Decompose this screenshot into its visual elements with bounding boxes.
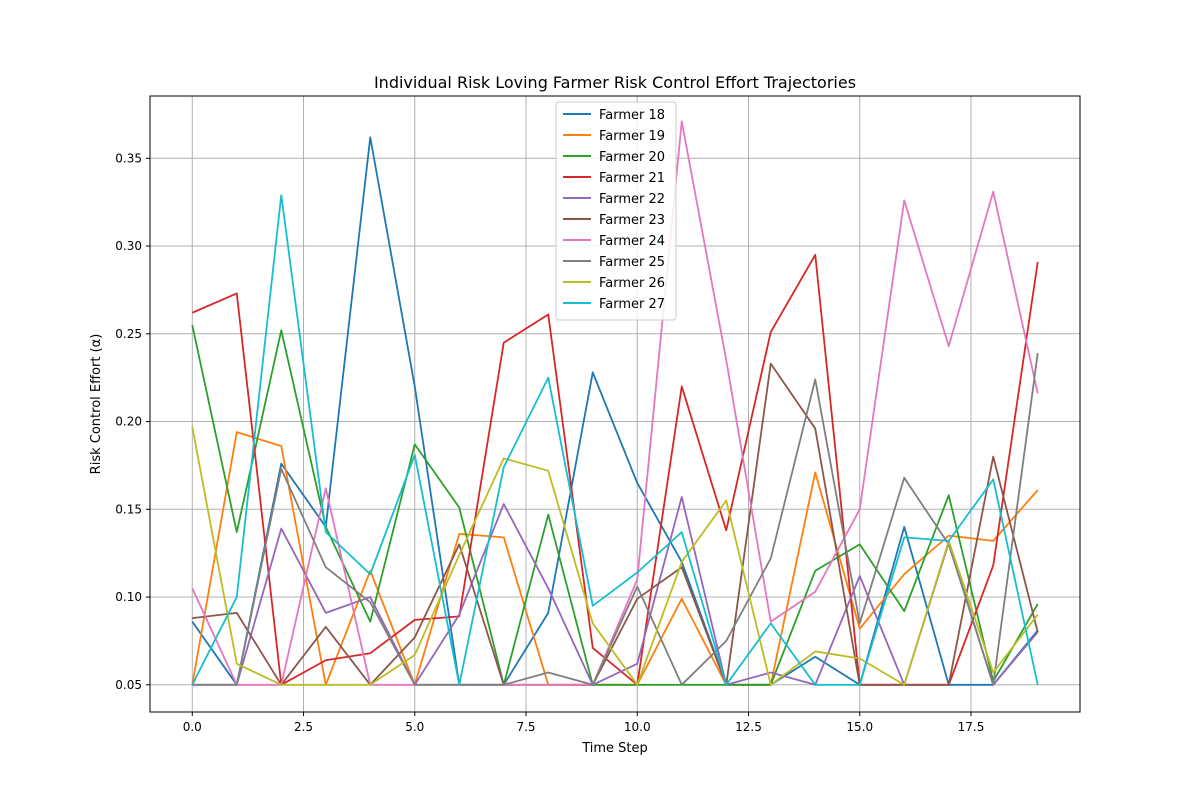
legend-label: Farmer 19 <box>599 129 665 144</box>
y-tick-label: 0.15 <box>115 502 142 516</box>
series-line-farmer-22 <box>192 496 1039 686</box>
y-tick-label: 0.20 <box>115 415 142 429</box>
x-tick-label: 17.5 <box>958 720 985 734</box>
legend-entry: Farmer 27 <box>563 297 665 312</box>
legend-entry: Farmer 23 <box>563 213 665 228</box>
legend-entry: Farmer 21 <box>563 171 665 186</box>
legend-entry: Farmer 25 <box>563 255 665 270</box>
legend-label: Farmer 24 <box>599 234 665 249</box>
legend: Farmer 18 Farmer 19 Farmer 20 Farmer 21 Farm… <box>555 101 677 321</box>
series-line-farmer-18 <box>191 136 1039 686</box>
x-axis-label: Time Step <box>581 741 648 756</box>
x-tick-label: 7.5 <box>516 720 535 734</box>
series-line-farmer-25 <box>192 352 1039 686</box>
y-tick-label: 0.30 <box>115 239 142 253</box>
legend-label: Farmer 21 <box>599 171 665 186</box>
series-line-farmer-23 <box>192 362 1039 686</box>
x-tick-label: 0.0 <box>183 720 202 734</box>
y-tick-label: 0.05 <box>115 678 142 692</box>
legend-label: Farmer 18 <box>599 108 665 123</box>
x-tick-label: 5.0 <box>405 720 424 734</box>
y-tick-label: 0.25 <box>115 327 142 341</box>
x-tick-label: 2.5 <box>294 720 313 734</box>
y-tick-label: 0.35 <box>115 151 142 165</box>
plot-frame <box>149 95 1081 713</box>
series-line-farmer-20 <box>191 324 1039 686</box>
legend-entry: Farmer 24 <box>563 234 665 249</box>
legend-entry: Farmer 26 <box>563 276 665 291</box>
chart-title: Individual Risk Loving Farmer Risk Contr… <box>374 73 856 92</box>
legend-entry: Farmer 18 <box>563 108 665 123</box>
y-tick-label: 0.10 <box>115 590 142 604</box>
legend-entry: Farmer 22 <box>563 192 665 207</box>
axis-ticks: 0.0 2.5 5.0 7.5 10.0 12.5 15.0 17.5 0.05 0.10 0.15… <box>115 151 984 734</box>
y-axis-label: Risk Control Effort (α) <box>89 334 104 475</box>
legend-label: Farmer 26 <box>599 276 665 291</box>
x-tick-label: 15.0 <box>846 720 873 734</box>
legend-label: Farmer 22 <box>599 192 665 207</box>
legend-entry: Farmer 20 <box>563 150 665 165</box>
series-lines <box>191 120 1039 686</box>
series-line-farmer-24 <box>191 120 1039 686</box>
series-line-farmer-26 <box>191 426 1039 686</box>
legend-label: Farmer 23 <box>599 213 665 228</box>
legend-label: Farmer 25 <box>599 255 665 270</box>
x-tick-label: 10.0 <box>624 720 651 734</box>
legend-entry: Farmer 19 <box>563 129 665 144</box>
x-tick-label: 12.5 <box>735 720 762 734</box>
series-line-farmer-27 <box>191 194 1039 686</box>
legend-label: Farmer 27 <box>599 297 665 312</box>
legend-label: Farmer 20 <box>599 150 665 165</box>
